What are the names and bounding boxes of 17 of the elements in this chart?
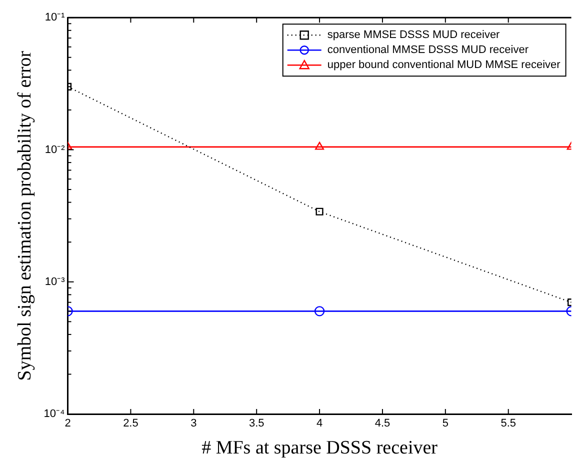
x-tick-label: 3 bbox=[190, 418, 197, 430]
x-tick-label: 5.5 bbox=[500, 418, 516, 430]
y-tick-label: 10⁻¹ bbox=[44, 12, 66, 24]
x-tick-label: 4.5 bbox=[374, 418, 390, 430]
x-tick-label: 4 bbox=[316, 418, 323, 430]
x-tick-label: 5 bbox=[442, 418, 448, 430]
y-tick-label: 10⁻² bbox=[44, 144, 66, 156]
legend-label: conventional MMSE DSSS MUD receiver bbox=[327, 44, 529, 56]
legend-label: upper bound conventional MUD MMSE receiver bbox=[327, 59, 561, 72]
y-tick-label: 10⁻⁴ bbox=[44, 408, 66, 420]
y-tick-label: 10⁻³ bbox=[44, 276, 66, 288]
x-axis-title: # MFs at sparse DSSS receiver bbox=[202, 438, 438, 459]
y-axis-title: Symbol sign estimation probability of error bbox=[14, 50, 36, 381]
x-tick-label: 2.5 bbox=[123, 418, 138, 430]
x-tick-label: 2 bbox=[64, 418, 71, 430]
legend-label: sparse MMSE DSSS MUD receiver bbox=[327, 29, 500, 42]
x-tick-label: 3.5 bbox=[248, 418, 264, 430]
